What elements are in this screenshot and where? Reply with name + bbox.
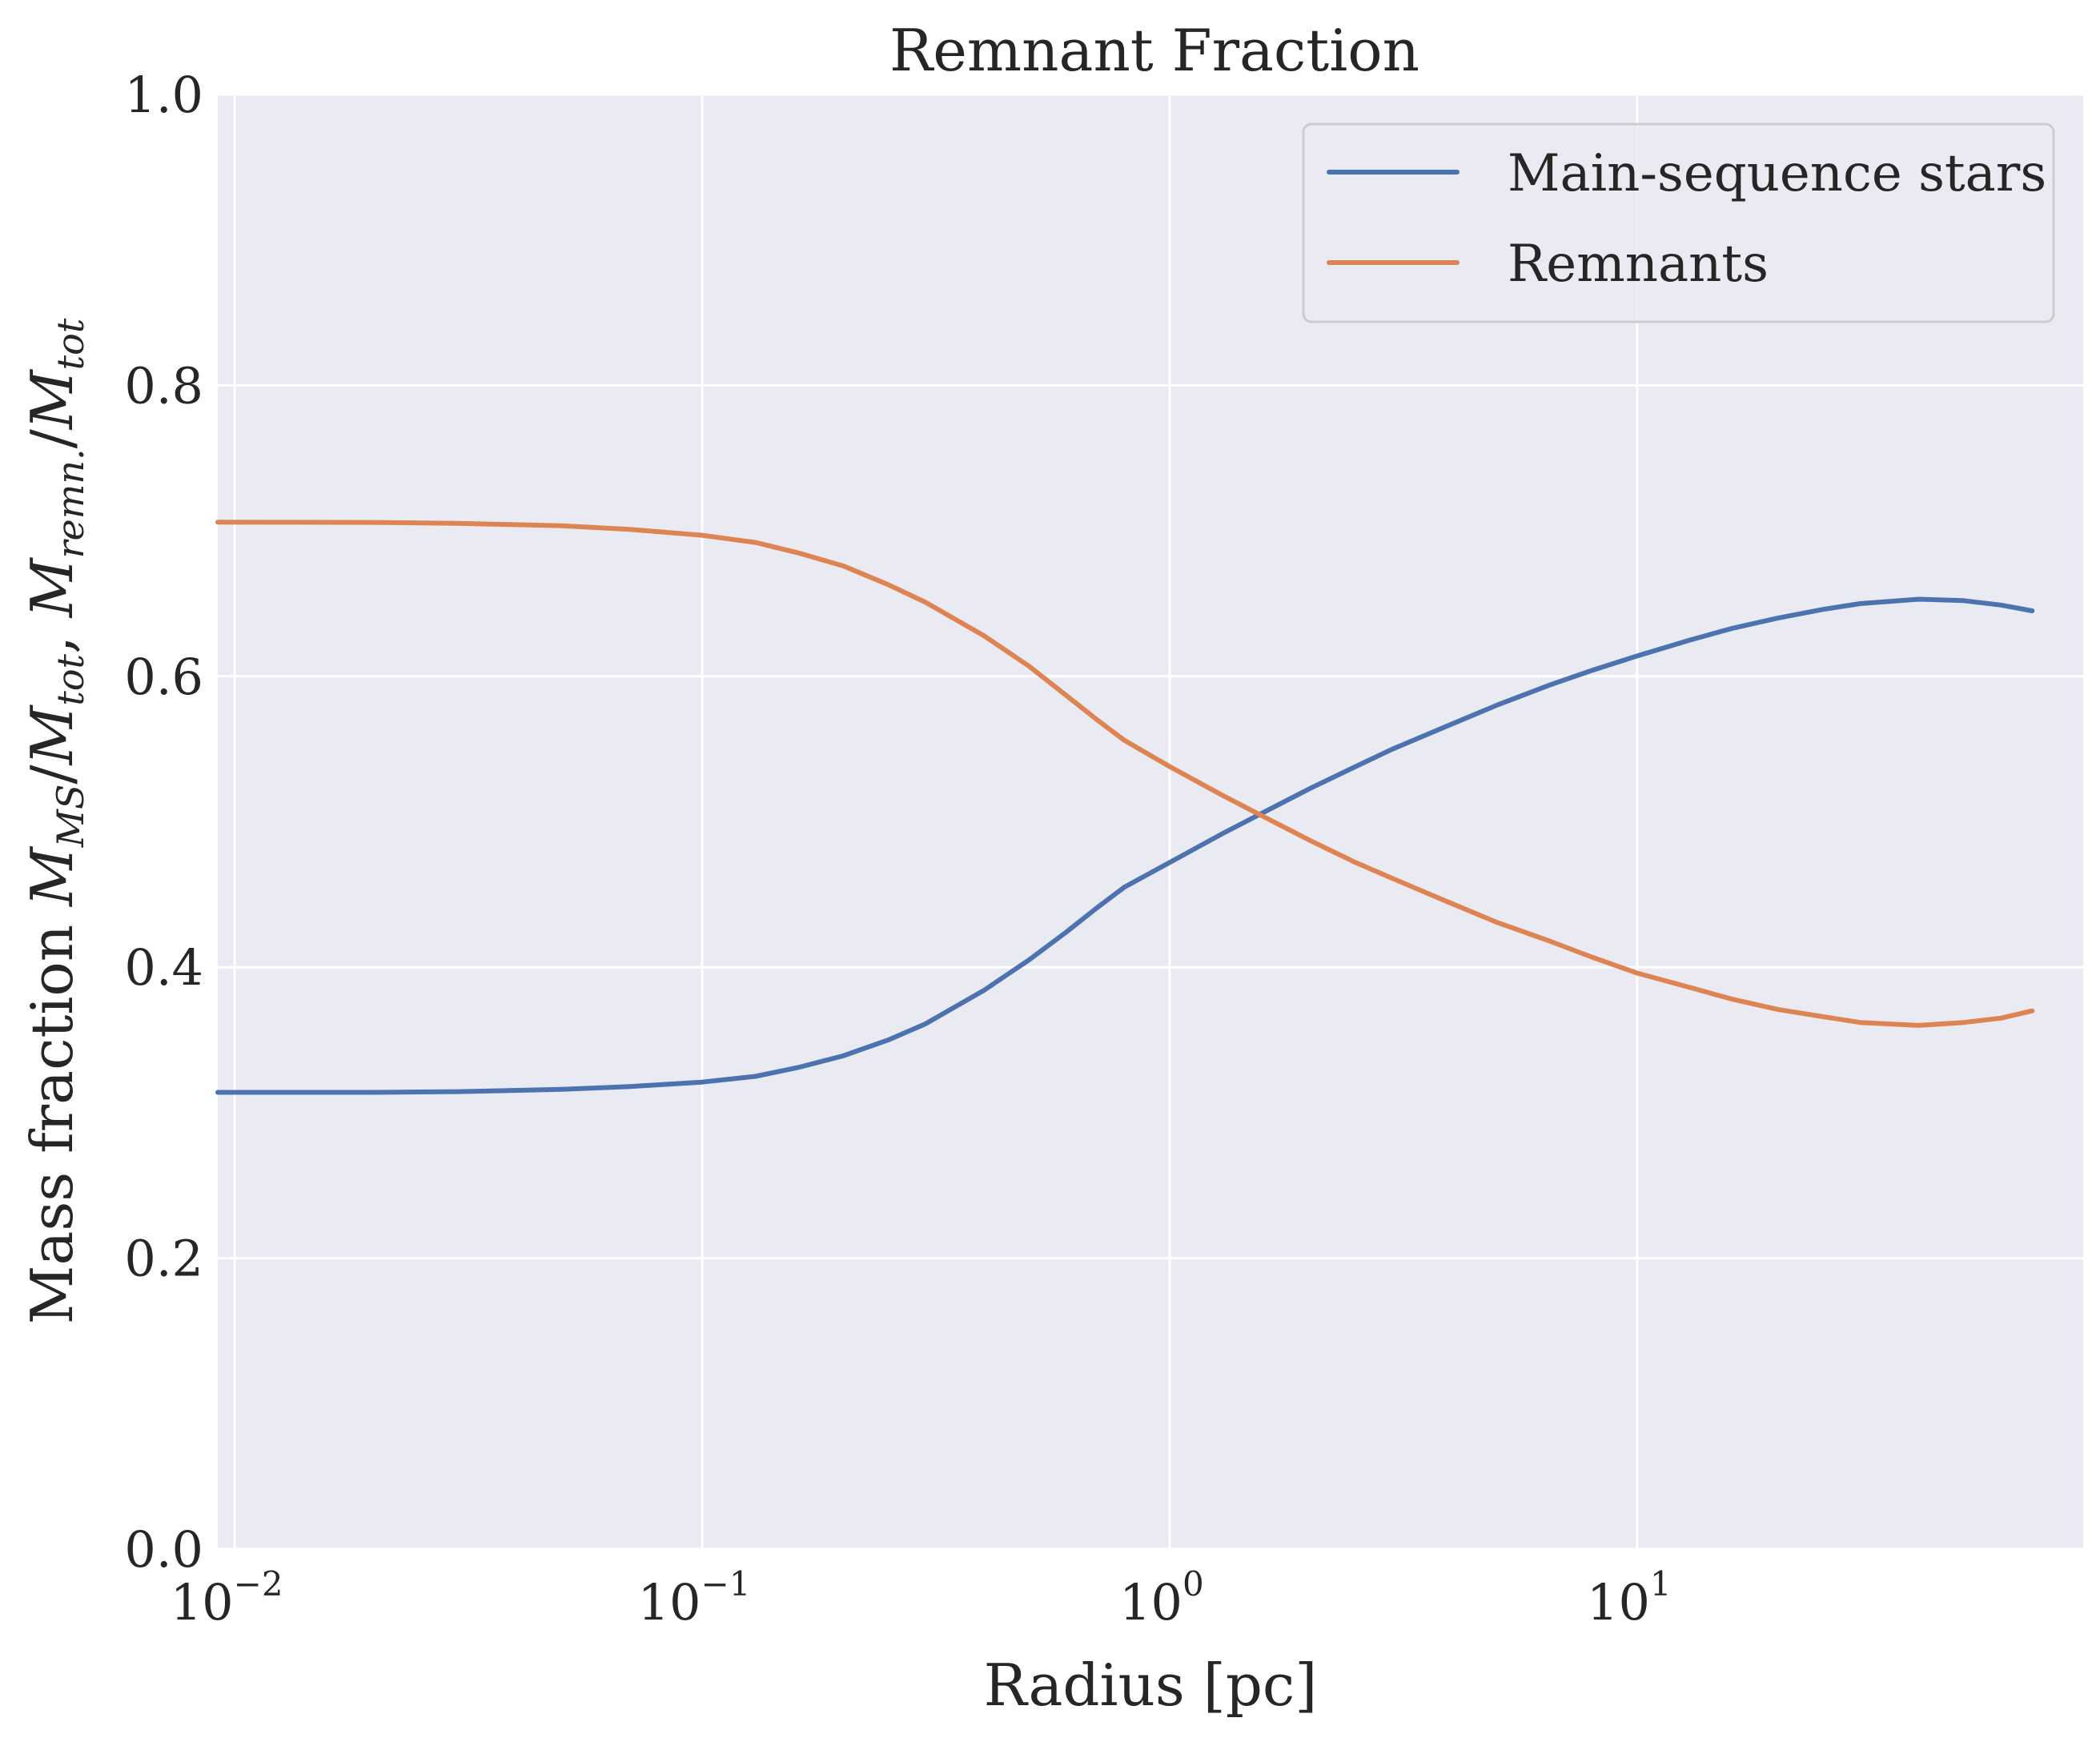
y-tick-labels: 0.0 0.2 0.4 0.6 0.8 1.0 <box>124 66 203 1579</box>
y-label-s1: MS <box>49 785 92 849</box>
y-tick-label: 0.8 <box>124 356 203 415</box>
legend-label-remnants: Remnants <box>1508 235 1769 294</box>
legend-label-main-sequence: Main-sequence stars <box>1508 144 2046 203</box>
y-label-m4: M <box>18 368 86 431</box>
x-tick-base: 10 <box>171 1573 234 1632</box>
y-tick-label: 0.2 <box>124 1230 203 1288</box>
x-tick-base: 10 <box>1119 1573 1183 1632</box>
plot-area <box>218 94 2083 1549</box>
y-tick-label: 0.6 <box>124 648 203 706</box>
y-label-prefix: Mass fraction <box>18 906 86 1324</box>
y-label-slash1: / <box>18 765 86 785</box>
x-tick-base: 10 <box>1587 1573 1650 1632</box>
x-gridlines <box>233 94 1639 1549</box>
legend: Main-sequence stars Remnants <box>1302 122 2055 323</box>
y-label-m3: M <box>18 556 86 619</box>
y-tick-label: 0.0 <box>124 1520 203 1579</box>
series-line-remnants <box>215 520 2035 1028</box>
y-label-s2: tot <box>49 653 92 705</box>
x-tick-label: 101 <box>1587 1564 1672 1632</box>
y-label-s4: tot <box>49 318 92 370</box>
x-tick-base: 10 <box>638 1573 701 1632</box>
legend-box <box>1302 122 2055 323</box>
y-label-m2: M <box>18 704 86 766</box>
x-tick-exponent: −1 <box>701 1564 751 1604</box>
y-tick-label: 1.0 <box>124 66 203 124</box>
y-tick-label: 0.4 <box>124 938 203 997</box>
y-gridlines <box>218 93 2083 1551</box>
chart-title: Remnant Fraction <box>889 17 1419 84</box>
x-tick-label: 10−2 <box>171 1564 283 1632</box>
x-tick-labels: 10−2 10−1 100 101 <box>171 1564 1672 1632</box>
y-axis-label: Mass fraction MMS/Mtot, Mremn./Mtot <box>18 318 92 1324</box>
y-label-comma: , <box>18 617 86 654</box>
y-label-m1: M <box>18 845 86 908</box>
x-axis-label: Radius [pc] <box>984 1652 1318 1719</box>
x-tick-exponent: −2 <box>234 1564 283 1604</box>
y-axis-label-group: Mass fraction MMS/Mtot, Mremn./Mtot <box>18 318 92 1324</box>
series-line-main-sequence-stars <box>215 596 2035 1095</box>
series-layer <box>215 520 2035 1095</box>
y-label-s3: remn. <box>49 448 92 558</box>
x-tick-label: 100 <box>1119 1564 1204 1632</box>
x-tick-exponent: 1 <box>1650 1564 1672 1604</box>
y-label-slash2: / <box>18 428 86 448</box>
x-tick-exponent: 0 <box>1183 1564 1204 1604</box>
x-tick-label: 10−1 <box>638 1564 751 1632</box>
